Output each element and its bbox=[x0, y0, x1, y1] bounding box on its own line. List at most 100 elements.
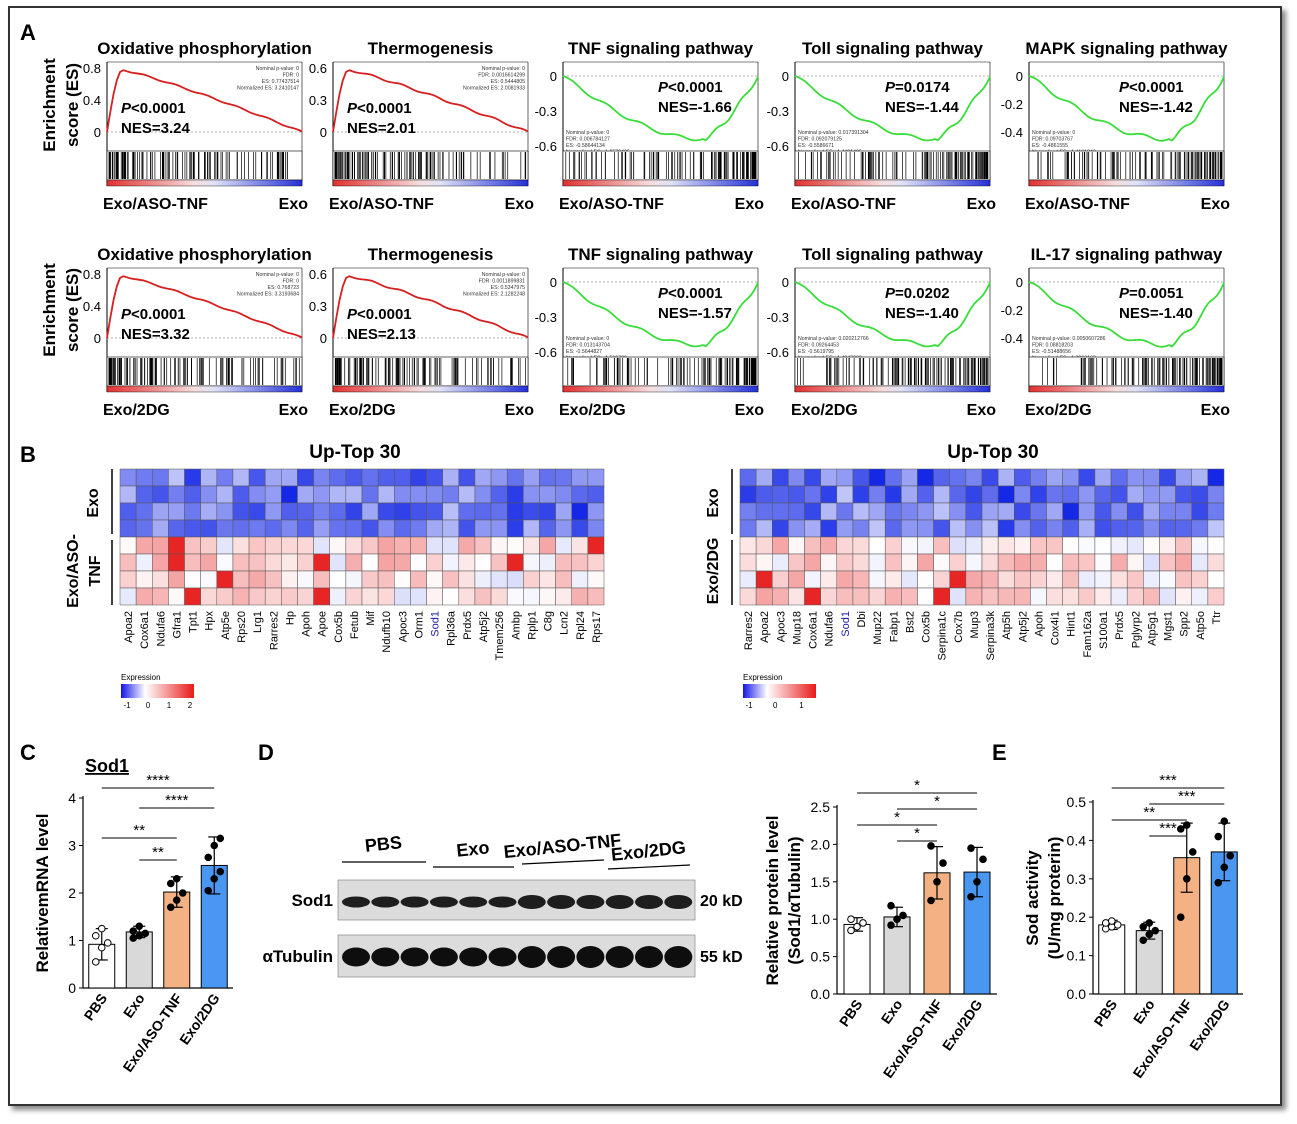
heatmap-cell bbox=[949, 468, 967, 487]
bar-y-label: RelativemRNA level bbox=[33, 813, 52, 972]
heatmap-cell bbox=[264, 536, 282, 555]
gsea-hit-lines bbox=[1037, 152, 1223, 179]
heatmap-cell bbox=[135, 587, 153, 606]
gsea-plot: Thermogenesis 0.6 0.3 0 P<0.0001 NES=2.01 Nomi… bbox=[309, 39, 534, 213]
bar-data-point bbox=[847, 926, 855, 935]
panel-label-c: C bbox=[20, 740, 36, 765]
bar-y-tick-label: 0.4 bbox=[1067, 832, 1087, 848]
heatmap-cell bbox=[1159, 519, 1176, 538]
heatmap-cell bbox=[917, 553, 934, 572]
panel-label-e: E bbox=[992, 740, 1007, 765]
heatmap-cell bbox=[345, 587, 363, 606]
gsea-ylabel-line1: Enrichment bbox=[40, 263, 59, 357]
heatmap-cell bbox=[152, 570, 169, 589]
gsea-pvalue-symbol: P bbox=[885, 285, 896, 302]
gsea-left-label: Exo/ASO-TNF bbox=[559, 196, 664, 213]
heatmap-cell bbox=[739, 536, 757, 555]
heatmap-cell bbox=[1078, 519, 1096, 538]
heatmap-group-bottom-label: Exo/ASO- bbox=[65, 534, 82, 608]
western-band bbox=[664, 895, 693, 909]
western-band-size: 20 kD bbox=[700, 893, 743, 910]
gsea-rank-gradient bbox=[562, 179, 759, 187]
gsea-pvalue-symbol: P bbox=[121, 306, 132, 323]
gsea-hits-box bbox=[106, 356, 303, 387]
heatmap-cell bbox=[1126, 502, 1144, 521]
bar-data-point bbox=[847, 915, 855, 924]
heatmap-cell bbox=[981, 570, 999, 589]
gsea-stat-line: Nominal p-value: 0 bbox=[256, 272, 299, 278]
heatmap-cell bbox=[884, 587, 902, 606]
heatmap-cell bbox=[232, 502, 250, 521]
western-band-size: 55 kD bbox=[700, 949, 743, 966]
heatmap-cell bbox=[1014, 519, 1031, 538]
western-band bbox=[488, 896, 517, 908]
heatmap-cell bbox=[184, 519, 201, 538]
heatmap-cell bbox=[997, 536, 1015, 555]
heatmap-cell bbox=[200, 570, 218, 589]
gsea-stat-line: Normalized ES: 2.0081933 bbox=[463, 86, 525, 92]
heatmap-cell bbox=[490, 502, 508, 521]
heatmap-cell bbox=[901, 502, 918, 521]
heatmap-cell bbox=[216, 536, 234, 555]
heatmap-cell bbox=[474, 468, 492, 487]
bar bbox=[883, 916, 911, 995]
heatmap-cell bbox=[248, 519, 266, 538]
gsea-pvalue-value: =0.0051 bbox=[1129, 285, 1184, 302]
significance-label: **** bbox=[165, 792, 189, 809]
heatmap-cell bbox=[297, 570, 314, 589]
heatmap-cell bbox=[852, 502, 870, 521]
heatmap-cell bbox=[232, 536, 250, 555]
heatmap-gene-label: Hp bbox=[284, 611, 296, 625]
heatmap-cell bbox=[248, 468, 266, 487]
heatmap-cell bbox=[555, 553, 572, 572]
heatmap-cell bbox=[901, 519, 918, 538]
significance-label: **** bbox=[146, 772, 170, 789]
western-band bbox=[342, 896, 370, 908]
heatmap-cell bbox=[281, 485, 298, 504]
heatmap-cell bbox=[1159, 468, 1176, 487]
bar-data-point bbox=[129, 927, 138, 935]
heatmap-cell bbox=[1110, 502, 1128, 521]
heatmap-cell bbox=[264, 502, 282, 521]
heatmap-cell bbox=[1207, 553, 1225, 572]
heatmap-group-bottom-label: TNF bbox=[87, 555, 104, 586]
gsea-tick-label: -0.6 bbox=[767, 139, 789, 154]
heatmap-cell bbox=[248, 485, 266, 504]
heatmap-cell bbox=[232, 519, 250, 538]
bar-category-label: PBS bbox=[81, 991, 111, 1024]
heatmap-cell bbox=[248, 587, 266, 606]
heatmap-cell bbox=[264, 587, 282, 606]
gsea-pvalue-symbol: P bbox=[1119, 79, 1130, 96]
gsea-stat-line: ES: -0.5586671 bbox=[798, 143, 834, 149]
heatmap-cell bbox=[539, 485, 556, 504]
heatmap-cell bbox=[739, 519, 757, 538]
heatmap-cell bbox=[281, 553, 298, 572]
heatmap-cell bbox=[377, 587, 395, 606]
heatmap-cell bbox=[1094, 502, 1112, 521]
bar-data-point bbox=[141, 929, 150, 938]
gsea-hit-lines bbox=[334, 358, 526, 385]
heatmap-cell bbox=[1143, 468, 1160, 487]
bar-data-point bbox=[210, 874, 219, 883]
bar-data-point bbox=[1145, 930, 1154, 939]
heatmap-cell bbox=[1094, 485, 1112, 504]
heatmap-cell bbox=[345, 570, 363, 589]
gsea-pvalue-value: =0.0202 bbox=[895, 285, 950, 302]
heatmap-cell bbox=[933, 570, 950, 589]
heatmap-cell bbox=[200, 587, 218, 606]
gsea-pvalue: P=0.0174 bbox=[885, 79, 950, 96]
heatmap-cell bbox=[804, 502, 821, 521]
bar-data-point bbox=[178, 889, 187, 897]
gsea-rank-gradient bbox=[106, 385, 303, 393]
heatmap-cell bbox=[119, 468, 137, 487]
heatmap-cell bbox=[836, 519, 854, 538]
bar-y-label-line2: (U/mg proterin) bbox=[1045, 837, 1064, 960]
heatmap-cell bbox=[523, 485, 540, 504]
heatmap-cell bbox=[1159, 570, 1176, 589]
bar-category-label: Exo bbox=[1130, 997, 1158, 1027]
western-band bbox=[459, 947, 488, 967]
heatmap-cell bbox=[297, 553, 314, 572]
heatmap-cell bbox=[313, 485, 330, 504]
heatmap-gene-label: Ndufa6 bbox=[155, 611, 167, 646]
heatmap-cell bbox=[297, 587, 314, 606]
